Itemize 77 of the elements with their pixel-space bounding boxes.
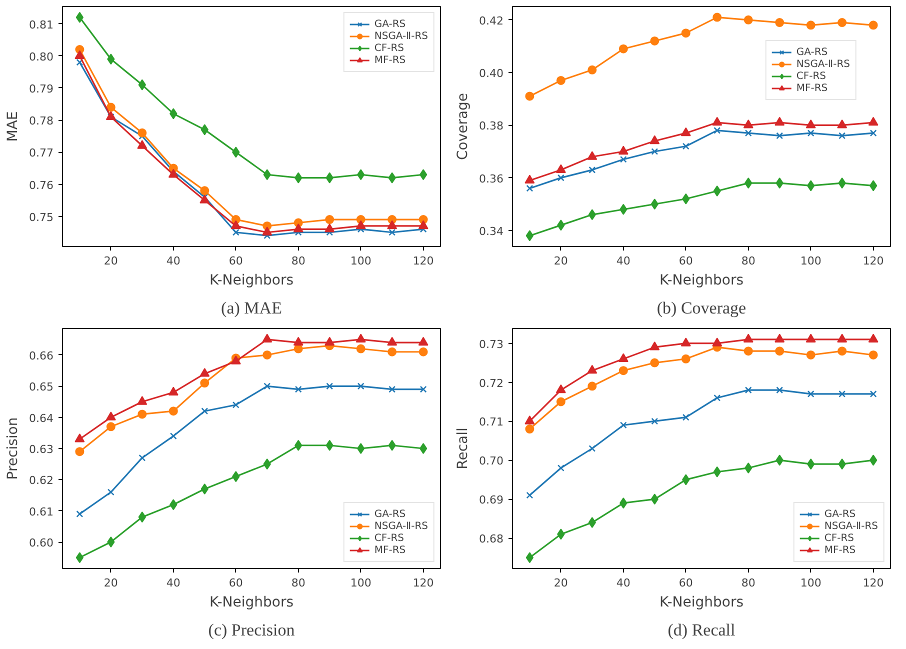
y-tick-label: 0.38 <box>479 120 504 133</box>
x-tick-label: 120 <box>862 254 884 268</box>
x-tick-label: 100 <box>800 576 822 590</box>
y-tick-label: 0.42 <box>479 14 504 28</box>
y-tick-label: 0.66 <box>29 349 54 362</box>
x-tick-label: 20 <box>104 254 118 268</box>
legend-label: NSGA-Ⅱ-RS <box>374 30 428 42</box>
x-tick-label: 80 <box>291 254 306 268</box>
y-tick-label: 0.61 <box>29 505 54 518</box>
x-tick-label: 40 <box>616 254 630 268</box>
legend-label: GA-RS <box>824 508 856 520</box>
x-tick-label: 20 <box>554 576 568 590</box>
y-tick-label: 0.71 <box>479 416 504 429</box>
x-axis-title: K-Neighbors <box>660 594 744 610</box>
legend-label: CF-RS <box>374 532 404 544</box>
x-tick-label: 80 <box>741 576 756 590</box>
y-tick-label: 0.36 <box>479 172 504 186</box>
x-tick-label: 100 <box>350 576 372 590</box>
y-tick-label: 0.63 <box>29 443 54 456</box>
y-tick-label: 0.68 <box>479 532 504 546</box>
y-tick-label: 0.81 <box>29 18 54 32</box>
text: (a) MAE <box>221 298 282 318</box>
x-tick-label: 60 <box>678 254 693 268</box>
x-tick-label: 100 <box>350 254 372 268</box>
y-tick-label: 0.77 <box>29 146 54 160</box>
y-tick-label: 0.62 <box>29 474 54 488</box>
y-tick-label: 0.65 <box>29 380 54 394</box>
y-axis-title: Recall <box>455 428 472 470</box>
legend-label: MF-RS <box>824 544 856 556</box>
y-axis-title: Precision <box>5 417 22 480</box>
y-tick-label: 0.69 <box>479 494 504 507</box>
y-tick-label: 0.40 <box>479 67 504 80</box>
legend-label: GA-RS <box>796 46 828 58</box>
x-axis-title: K-Neighbors <box>660 272 744 288</box>
x-tick-label: 60 <box>228 254 243 268</box>
x-tick-label: 20 <box>554 254 568 268</box>
x-tick-label: 60 <box>228 576 243 590</box>
x-axis-title: K-Neighbors <box>210 594 294 610</box>
legend-label: MF-RS <box>374 544 406 556</box>
y-tick-label: 0.75 <box>29 210 54 224</box>
y-axis-title: MAE <box>5 111 22 142</box>
x-tick-label: 120 <box>862 576 884 590</box>
y-axis-title: Coverage <box>455 92 472 160</box>
x-axis-title: K-Neighbors <box>210 272 294 288</box>
y-tick-label: 0.60 <box>29 536 54 550</box>
legend-label: NSGA-Ⅱ-RS <box>374 520 428 532</box>
y-tick-label: 0.70 <box>479 454 504 468</box>
legend-label: GA-RS <box>374 18 406 30</box>
legend-label: NSGA-Ⅱ-RS <box>824 520 878 532</box>
x-tick-label: 100 <box>800 254 822 268</box>
y-tick-label: 0.72 <box>479 376 504 390</box>
x-tick-label: 120 <box>412 254 434 268</box>
y-tick-label: 0.76 <box>29 178 54 192</box>
y-tick-label: 0.80 <box>29 50 54 64</box>
legend-label: MF-RS <box>374 54 406 66</box>
legend-label: GA-RS <box>374 508 406 520</box>
x-tick-label: 80 <box>741 254 756 268</box>
legend-label: CF-RS <box>824 532 854 544</box>
x-tick-label: 80 <box>291 576 306 590</box>
x-tick-label: 60 <box>678 576 693 590</box>
y-tick-label: 0.34 <box>479 224 504 238</box>
text: (c) Precision <box>208 620 296 640</box>
x-tick-label: 120 <box>412 576 434 590</box>
legend-label: MF-RS <box>796 82 828 94</box>
x-tick-label: 40 <box>166 576 180 590</box>
legend-label: CF-RS <box>374 42 404 54</box>
text: (b) Coverage <box>656 298 746 318</box>
y-tick-label: 0.73 <box>479 338 504 351</box>
text: (d) Recall <box>668 620 736 640</box>
x-tick-label: 40 <box>616 576 630 590</box>
y-tick-label: 0.64 <box>29 412 54 425</box>
y-tick-label: 0.78 <box>29 114 54 128</box>
legend-label: CF-RS <box>796 70 826 82</box>
y-tick-label: 0.79 <box>29 82 54 96</box>
x-tick-label: 20 <box>104 576 118 590</box>
legend-label: NSGA-Ⅱ-RS <box>796 58 850 70</box>
x-tick-label: 40 <box>166 254 180 268</box>
